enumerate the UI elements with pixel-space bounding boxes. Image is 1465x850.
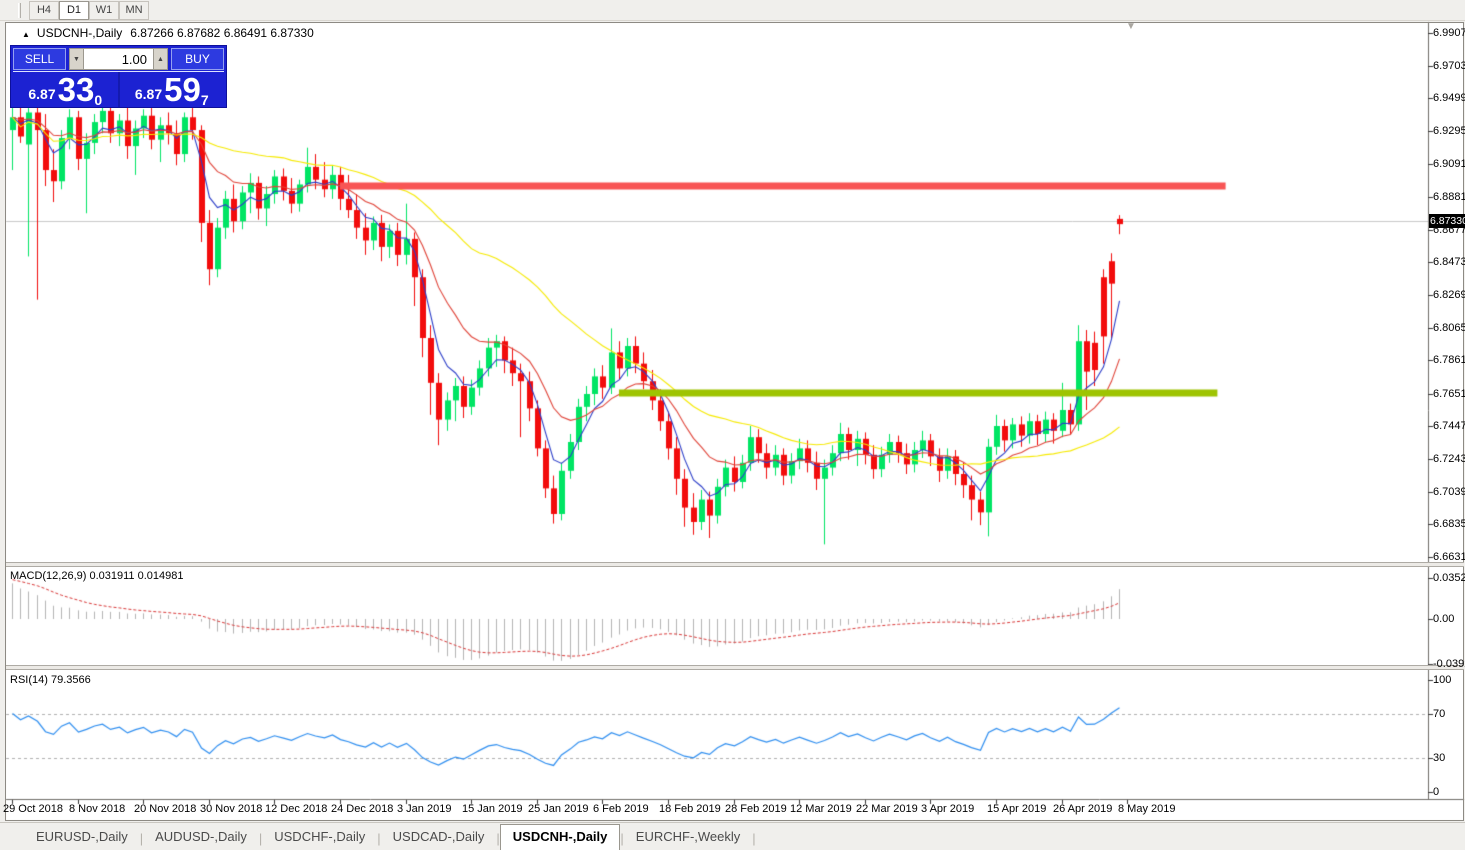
up-arrow-icon: ▲	[157, 55, 164, 63]
time-axis-label: 29 Oct 2018	[3, 803, 63, 815]
price-axis-label: 6.74470	[1433, 420, 1465, 432]
timeframe-toolbar: H4 D1 W1 MN	[0, 0, 1465, 21]
price-axis-label: 6.82690	[1433, 289, 1465, 301]
time-axis-label: 3 Apr 2019	[921, 803, 975, 815]
time-axis-label: 12 Dec 2018	[265, 803, 328, 815]
trade-panel-prices: 6.87 33 0 6.87 59 7	[13, 72, 224, 107]
tab-separator: |	[496, 831, 500, 846]
time-axis-label: 8 May 2019	[1118, 803, 1176, 815]
current-price-tag: 6.87330	[1429, 214, 1465, 228]
macd-label: MACD(12,26,9) 0.031911 0.014981	[10, 570, 184, 582]
timeframe-tab-d1[interactable]: D1	[59, 0, 89, 20]
price-axis-label: 6.94990	[1433, 92, 1465, 104]
price-axis-label: 6.88810	[1433, 191, 1465, 203]
symbol-tab-usdchf[interactable]: USDCHF-,Daily	[274, 829, 366, 844]
volume-input[interactable]	[84, 48, 153, 70]
buy-price-main: 59	[164, 71, 201, 108]
macd-axis-label: 0.00	[1433, 613, 1455, 625]
symbol-tab-usdcad[interactable]: USDCAD-,Daily	[392, 829, 485, 844]
timeframe-tab-mn[interactable]: MN	[119, 0, 149, 20]
buy-price-pip: 7	[200, 92, 209, 108]
time-axis-label: 12 Mar 2019	[790, 803, 852, 815]
rsi-pane-splitter[interactable]	[6, 665, 1464, 670]
rsi-axis-label: 30	[1433, 752, 1446, 764]
tab-separator: |	[620, 831, 624, 846]
time-axis-label: 18 Feb 2019	[659, 803, 721, 815]
sell-button[interactable]: SELL	[13, 48, 66, 70]
rsi-axis-label: 0	[1433, 786, 1440, 798]
time-axis-label: 22 Mar 2019	[856, 803, 918, 815]
sell-price-main: 33	[57, 71, 95, 108]
rsi-axis-label: 70	[1433, 708, 1446, 720]
sell-price-prefix: 6.87	[28, 86, 56, 102]
time-axis-label: 8 Nov 2018	[69, 803, 126, 815]
time-axis-label: 20 Nov 2018	[134, 803, 197, 815]
price-axis-label: 6.68350	[1433, 518, 1465, 530]
volume-control: ▼ ▲	[69, 48, 168, 70]
price-axis-label: 6.99070	[1433, 27, 1465, 39]
toolbar-grip[interactable]	[18, 2, 21, 18]
time-axis-label: 26 Apr 2019	[1053, 803, 1113, 815]
collapse-arrow-icon[interactable]: ▲	[22, 30, 30, 39]
price-axis-label: 6.80650	[1433, 322, 1465, 334]
time-axis-label: 25 Jan 2019	[528, 803, 589, 815]
price-axis-label: 6.72430	[1433, 453, 1465, 465]
timeframe-toolbar-tabs: H4 D1 W1 MN	[29, 0, 149, 20]
timeframe-tab-h4[interactable]: H4	[29, 0, 59, 20]
chart-shift-marker-icon[interactable]: ▼	[1126, 21, 1136, 32]
macd-axis-label: 0.035298	[1433, 572, 1465, 584]
tab-separator: |	[752, 831, 756, 846]
price-divider	[117, 72, 120, 107]
price-axis-label: 6.97030	[1433, 60, 1465, 72]
chart-title: ▲ USDCNH-,Daily 6.87266 6.87682 6.86491 6.…	[22, 26, 314, 40]
time-axis-label: 3 Jan 2019	[397, 803, 452, 815]
price-axis-label: 6.76510	[1433, 388, 1465, 400]
time-axis-label: 15 Jan 2019	[462, 803, 523, 815]
volume-increase-button[interactable]: ▲	[153, 48, 168, 70]
ohlc-readout: 6.87266 6.87682 6.86491 6.87330	[130, 26, 314, 40]
price-axis-label: 6.70390	[1433, 486, 1465, 498]
price-axis-label: 6.92950	[1433, 125, 1465, 137]
down-arrow-icon: ▼	[73, 55, 80, 63]
buy-price-prefix: 6.87	[134, 86, 163, 102]
time-axis-label: 30 Nov 2018	[200, 803, 263, 815]
price-axis-label: 6.90910	[1433, 158, 1465, 170]
price-axis-label: 6.78610	[1433, 354, 1465, 366]
macd-pane-splitter[interactable]	[6, 562, 1464, 567]
time-axis-label: 24 Dec 2018	[331, 803, 394, 815]
symbol-tab-audusd[interactable]: AUDUSD-,Daily	[155, 829, 247, 844]
symbol-tab-eurusd[interactable]: EURUSD-,Daily	[36, 829, 128, 844]
buy-price[interactable]: 6.87 59 7	[120, 72, 225, 107]
volume-decrease-button[interactable]: ▼	[69, 48, 84, 70]
timeframe-tab-w1[interactable]: W1	[89, 0, 119, 20]
tab-separator: |	[258, 831, 263, 846]
symbol-tab-usdcnh[interactable]: USDCNH-,Daily	[499, 824, 621, 850]
trade-panel-controls: SELL ▼ ▲ BUY	[13, 48, 224, 72]
rsi-label: RSI(14) 79.3566	[10, 674, 91, 686]
time-axis-label: 6 Feb 2019	[593, 803, 649, 815]
price-axis-label: 6.84730	[1433, 256, 1465, 268]
time-axis-label: 15 Apr 2019	[987, 803, 1047, 815]
time-axis-label: 28 Feb 2019	[725, 803, 787, 815]
chart-symbol-label: USDCNH-,Daily	[36, 26, 123, 40]
macd-axis-label: -0.039223	[1433, 658, 1465, 670]
sell-price-pip: 0	[94, 92, 103, 108]
symbol-tab-bar: EURUSD-,Daily | AUDUSD-,Daily | USDCHF-,Dail…	[0, 822, 1465, 850]
symbol-tab-eurchf[interactable]: EURCHF-,Weekly	[635, 829, 741, 844]
rsi-axis-label: 100	[1433, 674, 1452, 686]
tab-separator: |	[377, 831, 381, 846]
tab-separator: |	[139, 831, 144, 846]
buy-button[interactable]: BUY	[171, 48, 224, 70]
sell-price[interactable]: 6.87 33 0	[13, 72, 118, 107]
